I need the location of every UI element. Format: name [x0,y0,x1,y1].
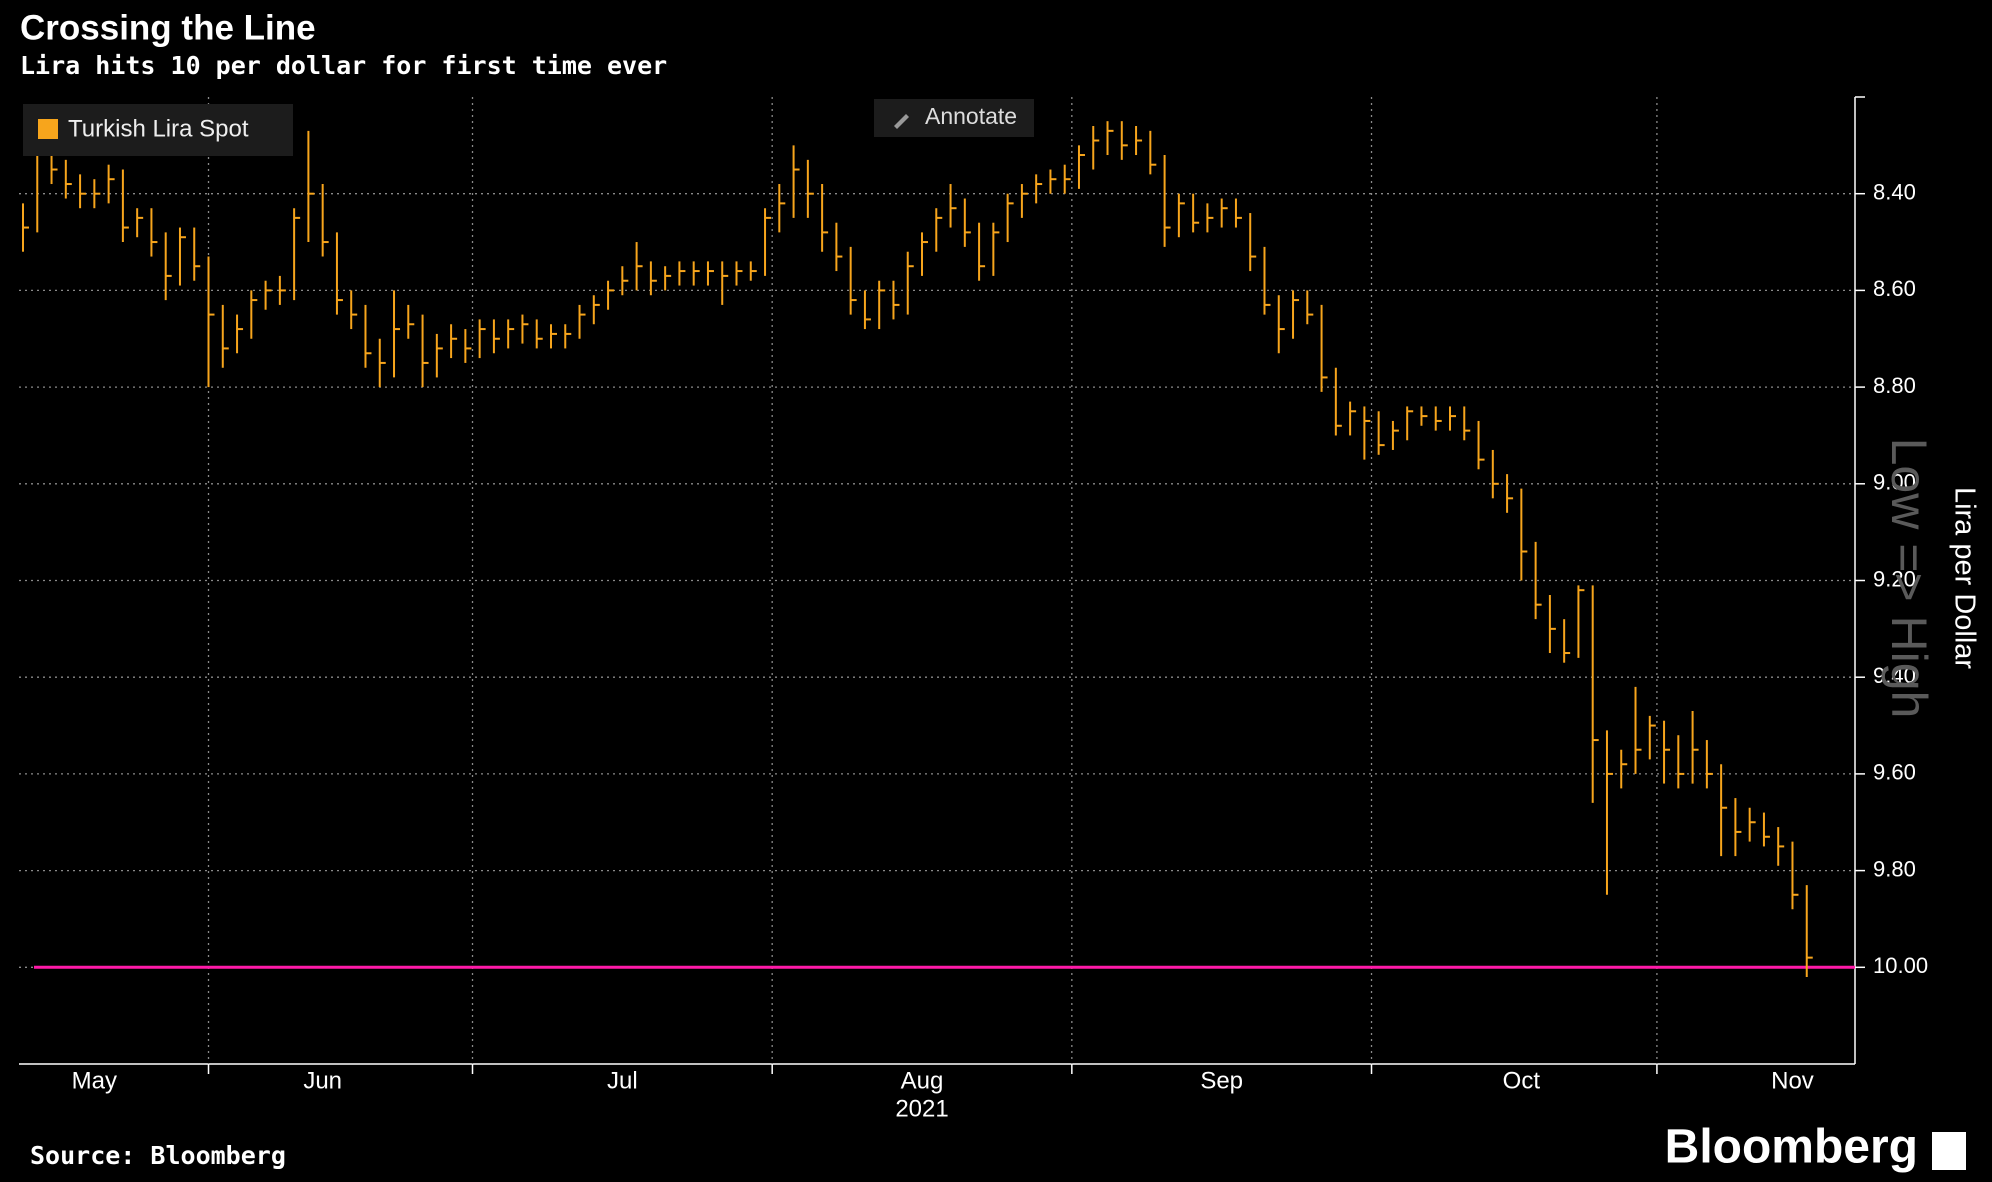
x-tick-label: Oct [1503,1067,1541,1094]
legend-box [23,104,293,156]
y-tick-label: 9.00 [1873,470,1916,495]
y-tick-label: 9.40 [1873,663,1916,688]
legend-swatch [38,119,58,139]
x-tick-label: Nov [1771,1067,1814,1094]
annotate-button-bg[interactable] [874,99,1034,137]
legend-label: Turkish Lira Spot [68,115,249,142]
logo-icon [1932,1132,1966,1170]
y-tick-label: 9.80 [1873,856,1916,881]
y-tick-label: 9.20 [1873,566,1916,591]
x-year-label: 2021 [895,1095,948,1122]
x-tick-label: May [72,1067,117,1094]
source: Source: Bloomberg [30,1141,286,1170]
y-tick-label: 10.00 [1873,953,1928,978]
x-tick-label: Jul [607,1067,638,1094]
x-tick-label: Aug [901,1067,944,1094]
x-tick-label: Sep [1200,1067,1243,1094]
watermark: Low => High [1881,438,1937,719]
y-tick-label: 8.40 [1873,180,1916,205]
annotate-label[interactable]: Annotate [925,103,1017,129]
y-tick-label: 9.60 [1873,760,1916,785]
chart-subtitle: Lira hits 10 per dollar for first time e… [20,51,667,80]
logo: Bloomberg [1665,1121,1918,1174]
annotate-icon[interactable] [894,114,909,129]
y-tick-label: 8.60 [1873,276,1916,301]
series [22,121,1813,977]
x-tick-label: Jun [303,1067,342,1094]
y-axis-title: Lira per Dollar [1948,487,1980,669]
chart-title: Crossing the Line [20,8,316,47]
y-tick-label: 8.80 [1873,373,1916,398]
annotate-button[interactable]: Annotate [874,99,1034,137]
